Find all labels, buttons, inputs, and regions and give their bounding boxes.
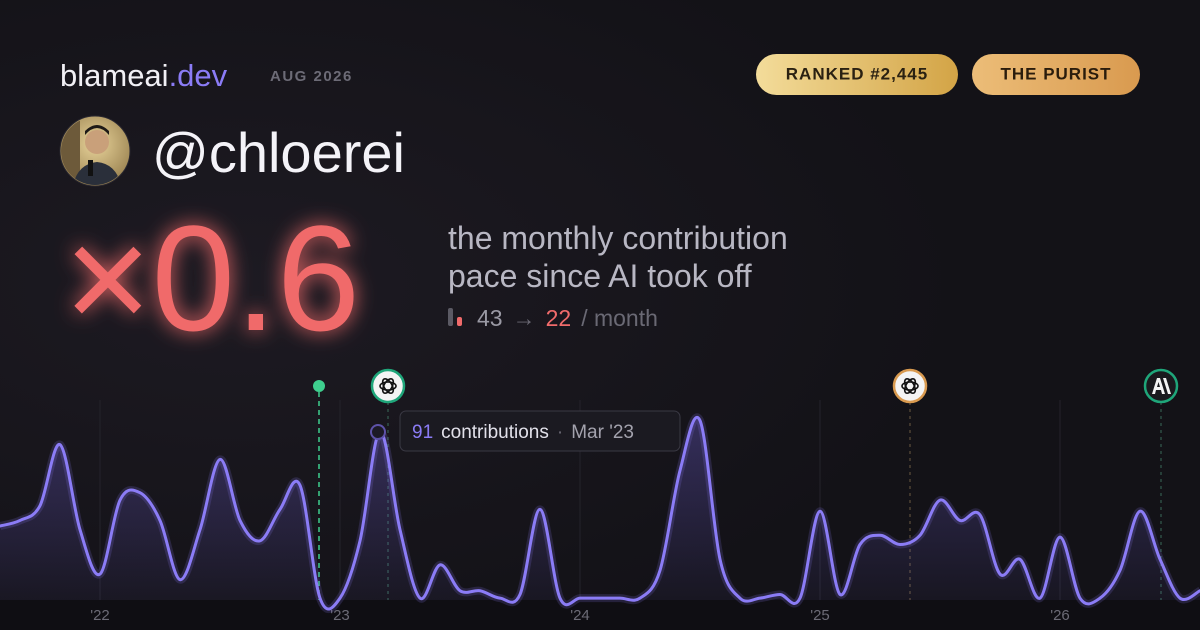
event-markers [313, 368, 1179, 600]
tooltip-box [399, 410, 681, 452]
badge-label: THE PURIST [1000, 64, 1111, 83]
brand-tld: .dev [169, 58, 228, 93]
event-dot [313, 380, 325, 392]
anthropic-icon [1143, 368, 1179, 404]
description-line: pace since AI took off [448, 258, 752, 294]
x-tick-label: '26 [1050, 607, 1070, 624]
chart: '22 '23 '24 '25 '26 [0, 400, 1200, 624]
tooltip-value: 91 [412, 422, 433, 443]
openai-icon [370, 368, 406, 404]
badge-label: RANKED #2,445 [786, 64, 928, 83]
pace-icon [448, 308, 462, 326]
x-tick-label: '23 [330, 607, 350, 624]
brand-name: blameai [60, 58, 169, 93]
brand: blameai.dev [60, 58, 228, 93]
description-line: the monthly contribution [448, 220, 788, 256]
openai-icon [892, 368, 928, 404]
axis-strip [0, 600, 1200, 630]
tooltip: 91 contributions · Mar '23 [370, 410, 681, 452]
tooltip-unit: contributions [441, 422, 549, 443]
pace-after: 22 [546, 305, 572, 331]
hover-point [370, 424, 386, 440]
tooltip-date: Mar '23 [571, 422, 634, 443]
pace-before: 43 [477, 305, 503, 331]
tooltip-text: 91 contributions · Mar '23 [412, 422, 634, 443]
pace-arrow: → [513, 305, 536, 331]
x-tick-label: '22 [90, 607, 110, 624]
tooltip-separator: · [557, 422, 563, 443]
pace: 43 → 22 / month [477, 305, 658, 331]
badge [756, 54, 958, 95]
line [0, 416, 1200, 611]
period: AUG 2026 [270, 68, 353, 85]
multiplier: ×0.6 [64, 194, 360, 362]
handle: @chloerei [152, 121, 405, 184]
x-tick-label: '25 [810, 607, 830, 624]
area [0, 417, 1200, 610]
x-tick-label: '24 [570, 607, 590, 624]
pace-unit: / month [581, 305, 658, 331]
avatar [59, 115, 131, 187]
badge [972, 54, 1140, 95]
